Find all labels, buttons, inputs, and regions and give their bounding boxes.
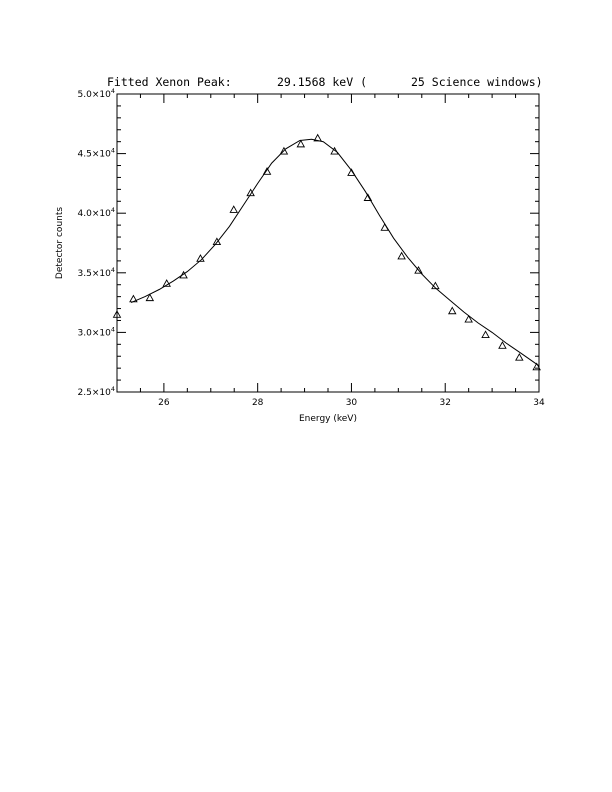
y-tick-exponent: 4 <box>111 385 115 393</box>
data-point-triangle <box>515 353 524 361</box>
data-point-triangle <box>179 270 188 279</box>
chart-title-part-3: 25 Science windows) <box>411 75 543 89</box>
data-point-triangle <box>414 265 423 274</box>
chart-title-part-2: 29.1568 keV ( <box>277 75 367 89</box>
y-tick-mantissa: 3.0×10 <box>78 328 112 338</box>
y-tick-exponent: 4 <box>111 325 115 333</box>
y-tick-label: 4.5×104 <box>78 147 115 160</box>
data-point-triangle <box>145 293 155 302</box>
data-point-triangle <box>447 306 457 315</box>
data-point-triangle <box>262 167 272 175</box>
chart-title: Fitted Xenon Peak: 29.1568 keV ( 25 Scie… <box>107 75 543 89</box>
data-point-triangle <box>313 133 322 142</box>
data-point-triangle <box>347 168 356 176</box>
x-tick-labels: 26 28 30 32 34 <box>158 398 545 408</box>
data-point-triangle <box>196 254 205 262</box>
y-tick-exponent: 4 <box>111 87 115 95</box>
data-point-triangle <box>481 330 490 339</box>
y-tick-exponent: 4 <box>111 147 115 155</box>
y-axis-label: Detector counts <box>55 207 65 279</box>
y-tick-mantissa: 5.0×10 <box>78 90 112 100</box>
y-tick-label: 4.0×104 <box>78 206 115 219</box>
y-tick-label: 2.5×104 <box>78 385 115 398</box>
x-tick-label: 26 <box>158 398 170 408</box>
data-point-triangle <box>330 146 339 155</box>
plot-frame <box>116 93 540 393</box>
x-tick-label: 30 <box>346 398 358 408</box>
data-point-triangle <box>363 193 373 201</box>
y-tick-mantissa: 2.5×10 <box>78 388 112 398</box>
fit-curve <box>130 138 540 367</box>
x-tick-label: 28 <box>252 398 264 408</box>
data-point-triangle <box>431 281 440 290</box>
data-point-triangle <box>464 314 473 323</box>
data-point-triangle <box>380 223 390 231</box>
y-tick-labels: 2.5×1043.0×1043.5×1044.0×1044.5×1045.0×1… <box>78 87 115 398</box>
data-point-triangle <box>212 237 222 246</box>
y-tick-exponent: 4 <box>111 206 115 214</box>
x-tick-label: 32 <box>439 398 450 408</box>
data-point-triangle <box>162 279 171 287</box>
y-tick-label: 3.5×104 <box>78 266 115 279</box>
data-points <box>112 133 541 371</box>
data-point-triangle <box>112 310 122 318</box>
data-point-triangle <box>129 294 138 303</box>
data-point-triangle <box>532 362 541 371</box>
data-point-triangle <box>246 188 255 197</box>
y-tick-label: 3.0×104 <box>78 325 115 338</box>
y-tick-mantissa: 4.5×10 <box>78 150 112 160</box>
data-point-triangle <box>279 146 289 155</box>
data-point-triangle <box>229 205 239 213</box>
chart-title-part-1: Fitted Xenon Peak: <box>107 75 232 89</box>
data-point-triangle <box>397 251 406 260</box>
y-tick-label: 5.0×104 <box>78 87 115 100</box>
y-tick-mantissa: 4.0×10 <box>78 209 112 219</box>
data-point-triangle <box>296 139 306 148</box>
data-point-triangle <box>498 341 507 349</box>
y-tick-exponent: 4 <box>111 266 115 274</box>
y-tick-mantissa: 3.5×10 <box>78 269 112 279</box>
axis-ticks <box>116 93 540 393</box>
x-axis-label: Energy (keV) <box>299 414 357 424</box>
x-tick-label: 34 <box>533 398 545 408</box>
